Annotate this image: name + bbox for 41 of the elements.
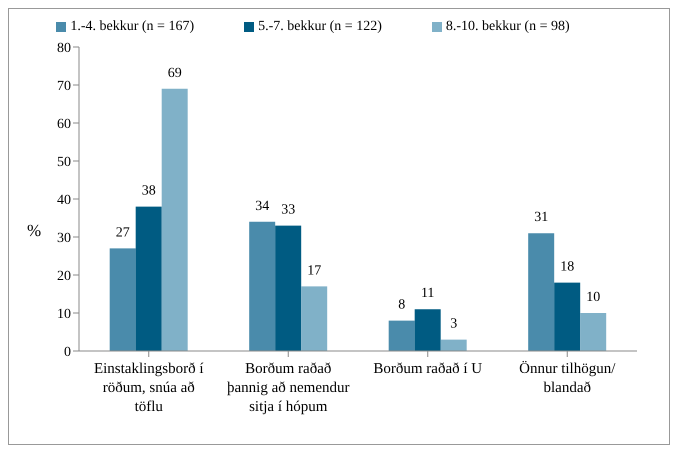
data-label: 27 — [116, 225, 130, 240]
bar — [110, 248, 136, 351]
x-tick-label: Einstaklingsborð í röðum, snúa að töflu — [94, 361, 204, 415]
data-label: 38 — [142, 184, 156, 199]
bar — [414, 309, 441, 351]
bar — [388, 320, 415, 351]
legend-label: 5.-7. bekkur (n = 122) — [258, 19, 382, 34]
x-tick-label: Borðum raðað þannig að nemendur sitja í hópum — [227, 361, 350, 415]
y-tick-label: 50 — [57, 154, 71, 170]
y-tick-label: 0 — [64, 344, 71, 360]
data-label: 34 — [255, 198, 270, 214]
bar — [554, 282, 580, 351]
data-label: 11 — [420, 286, 434, 302]
data-label: 69 — [168, 66, 182, 81]
y-tick-label: 40 — [57, 192, 71, 208]
legend-label: 1.-4. bekkur (n = 167) — [70, 19, 194, 34]
bar — [275, 226, 302, 351]
y-axis-title: % — [27, 221, 42, 241]
y-tick-label: 80 — [57, 40, 71, 56]
data-label: 33 — [281, 202, 296, 218]
bar — [249, 222, 276, 351]
y-tick-label: 60 — [57, 116, 71, 132]
data-label: 17 — [307, 263, 322, 278]
y-tick-label: 30 — [57, 230, 71, 246]
data-label: 31 — [534, 210, 548, 226]
data-label: 10 — [586, 290, 600, 305]
bar — [528, 233, 554, 351]
data-label: 18 — [560, 260, 574, 275]
bar — [580, 313, 606, 351]
bar — [162, 88, 188, 351]
bar — [440, 340, 467, 351]
x-tick-label: Önnur tilhögun/ blandað — [519, 360, 616, 396]
data-label: 3 — [450, 316, 458, 332]
data-label: 8 — [398, 298, 406, 313]
bar — [301, 286, 328, 351]
legend-label: 8.-10. bekkur (n = 98) — [446, 19, 570, 34]
y-tick-label: 20 — [57, 268, 71, 284]
x-tick-label: Borðum raðað í U — [373, 361, 482, 377]
y-tick-label: 10 — [57, 306, 71, 322]
bar — [136, 206, 162, 351]
y-tick-label: 70 — [57, 78, 71, 94]
